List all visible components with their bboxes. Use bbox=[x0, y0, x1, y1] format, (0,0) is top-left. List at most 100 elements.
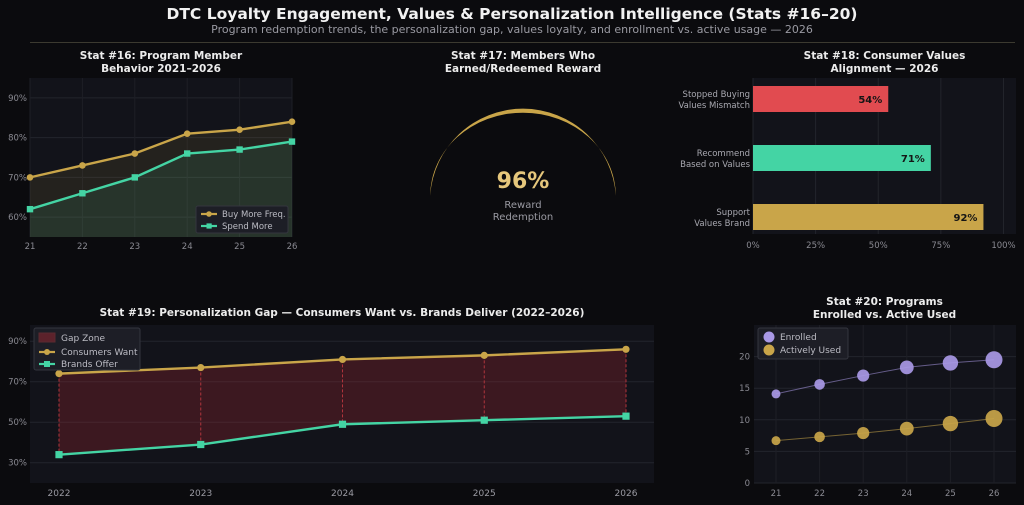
stat16-ytick-label: 60% bbox=[8, 213, 27, 223]
stat16-point bbox=[288, 138, 296, 145]
stat16-xtick-label: 25 bbox=[234, 242, 245, 252]
stat18-bar bbox=[753, 145, 931, 171]
stat19-ytick-label: 70% bbox=[8, 378, 27, 388]
stat20-xtick-label: 26 bbox=[989, 489, 1000, 499]
stat16-point bbox=[184, 150, 191, 157]
stat20-xtick-label: 25 bbox=[945, 489, 956, 499]
stat19-point bbox=[338, 355, 347, 364]
stat20-point bbox=[942, 355, 959, 371]
dashboard-subtitle: Program redemption trends, the personali… bbox=[211, 23, 813, 36]
stat16-legend-marker bbox=[206, 223, 212, 229]
stat16-point bbox=[131, 174, 138, 181]
stat17-caption-line1: Reward bbox=[504, 200, 541, 211]
stat19-point bbox=[338, 420, 347, 428]
stat20-xtick-label: 21 bbox=[771, 489, 782, 499]
stat20-legend-marker bbox=[763, 331, 775, 343]
stat16-point bbox=[79, 162, 86, 169]
stat20-point bbox=[899, 360, 914, 375]
stat16-xtick-label: 21 bbox=[25, 242, 36, 252]
stat18-category-label: Support bbox=[716, 208, 750, 218]
stat20-point bbox=[771, 389, 781, 399]
stat20-point bbox=[942, 415, 959, 432]
stat20-xtick-label: 24 bbox=[901, 489, 912, 499]
stat16-series-line bbox=[29, 120, 293, 179]
stat19-point bbox=[622, 345, 630, 353]
stat19-ytick-label: 50% bbox=[8, 418, 27, 428]
stat20-point bbox=[857, 369, 870, 382]
stat18-category-label: Recommend bbox=[697, 149, 750, 159]
stat20-point bbox=[985, 410, 1003, 428]
stat17-value-label: 96% bbox=[497, 169, 550, 194]
stat18-xtick-label: 50% bbox=[869, 241, 888, 251]
stat20-ytick-label: 5 bbox=[745, 447, 750, 457]
stat18-xtick-label: 75% bbox=[931, 241, 950, 251]
stat20-point bbox=[985, 351, 1003, 369]
stat18-bar bbox=[753, 86, 889, 112]
stat18-value-label: 92% bbox=[954, 213, 978, 224]
stat20-point bbox=[814, 431, 825, 443]
stat17-title-line2: Earned/Redeemed Reward bbox=[444, 62, 602, 75]
stat19-legend-swatch bbox=[38, 332, 56, 343]
stat19-point bbox=[197, 363, 205, 372]
stat20-xtick-label: 22 bbox=[814, 489, 825, 499]
stat16-ytick-label: 80% bbox=[8, 134, 27, 144]
stat16-title-line2: Behavior 2021–2026 bbox=[101, 62, 221, 75]
stat18-title-line1: Stat #18: Consumer Values bbox=[803, 50, 966, 62]
stat19-point bbox=[480, 416, 488, 424]
stat19-legend-label: Brands Offer bbox=[61, 360, 118, 370]
stat20-xtick-label: 23 bbox=[858, 489, 869, 499]
stat19-xtick-label: 2026 bbox=[615, 489, 638, 499]
stat16-title: Stat #16: Program Member Behavior 2021–2… bbox=[30, 50, 292, 75]
stat16-title-line1: Stat #16: Program Member bbox=[79, 50, 243, 62]
stat17-caption-line2: Redemption bbox=[493, 212, 553, 223]
stat16-ytick-label: 90% bbox=[8, 94, 27, 104]
stat19-point bbox=[55, 370, 63, 378]
stat16-point bbox=[26, 174, 34, 181]
stat19-point bbox=[622, 412, 630, 420]
stat19-point bbox=[480, 351, 488, 359]
stat16-series-line bbox=[29, 140, 293, 211]
stat20-legend-label: Enrolled bbox=[780, 333, 817, 343]
stat18-title-line2: Alignment — 2026 bbox=[830, 62, 939, 75]
stat19-ytick-label: 30% bbox=[8, 459, 27, 469]
stat19-legend-marker bbox=[44, 349, 50, 355]
stat20-point bbox=[899, 421, 914, 436]
stat20-ytick-label: 15 bbox=[739, 384, 750, 394]
stat20-point bbox=[857, 426, 870, 440]
stat16-point bbox=[288, 118, 296, 126]
stat16-ytick-label: 70% bbox=[8, 173, 27, 183]
stat20-ytick-label: 20 bbox=[739, 353, 750, 363]
stat20-legend-label: Actively Used bbox=[780, 346, 841, 356]
stat20-point bbox=[771, 436, 781, 446]
stat18-xtick-label: 100% bbox=[991, 241, 1015, 251]
stat16-xtick-label: 22 bbox=[77, 242, 88, 252]
stat19-point bbox=[55, 451, 63, 459]
stat16-point bbox=[236, 146, 243, 153]
stat18-title: Stat #18: Consumer Values Alignment — 20… bbox=[753, 50, 1016, 75]
stat16-legend-label: Spend More bbox=[222, 222, 273, 232]
stat16-point bbox=[79, 190, 86, 197]
stat16-legend-label: Buy More Freq. bbox=[222, 210, 286, 220]
stat16-legend bbox=[195, 205, 289, 234]
stat16-point bbox=[131, 150, 139, 157]
stat19-title: Stat #19: Personalization Gap — Consumer… bbox=[99, 307, 585, 319]
stat19-ytick-label: 90% bbox=[8, 337, 27, 347]
stat19-xtick-label: 2025 bbox=[473, 489, 496, 499]
stat17-title-line1: Stat #17: Members Who bbox=[450, 50, 596, 62]
stat18-category-label: Based on Values bbox=[680, 160, 750, 170]
stat20-legend bbox=[757, 327, 849, 360]
stat20-point bbox=[814, 379, 825, 390]
stat20-ytick-label: 0 bbox=[745, 479, 750, 489]
stat19-legend-label: Consumers Want bbox=[61, 348, 138, 358]
stat19-legend-marker bbox=[44, 361, 50, 367]
stat20-title: Stat #20: Programs Enrolled vs. Active U… bbox=[753, 296, 1016, 321]
stat20-title-line2: Enrolled vs. Active Used bbox=[812, 308, 957, 321]
stat16-legend-marker bbox=[206, 211, 212, 217]
stat20-title-line1: Stat #20: Programs bbox=[826, 296, 943, 308]
stat16-xtick-label: 23 bbox=[129, 242, 140, 252]
stat16-point bbox=[26, 205, 34, 213]
stat18-bar bbox=[753, 204, 984, 230]
stat19-xtick-label: 2023 bbox=[189, 489, 212, 499]
